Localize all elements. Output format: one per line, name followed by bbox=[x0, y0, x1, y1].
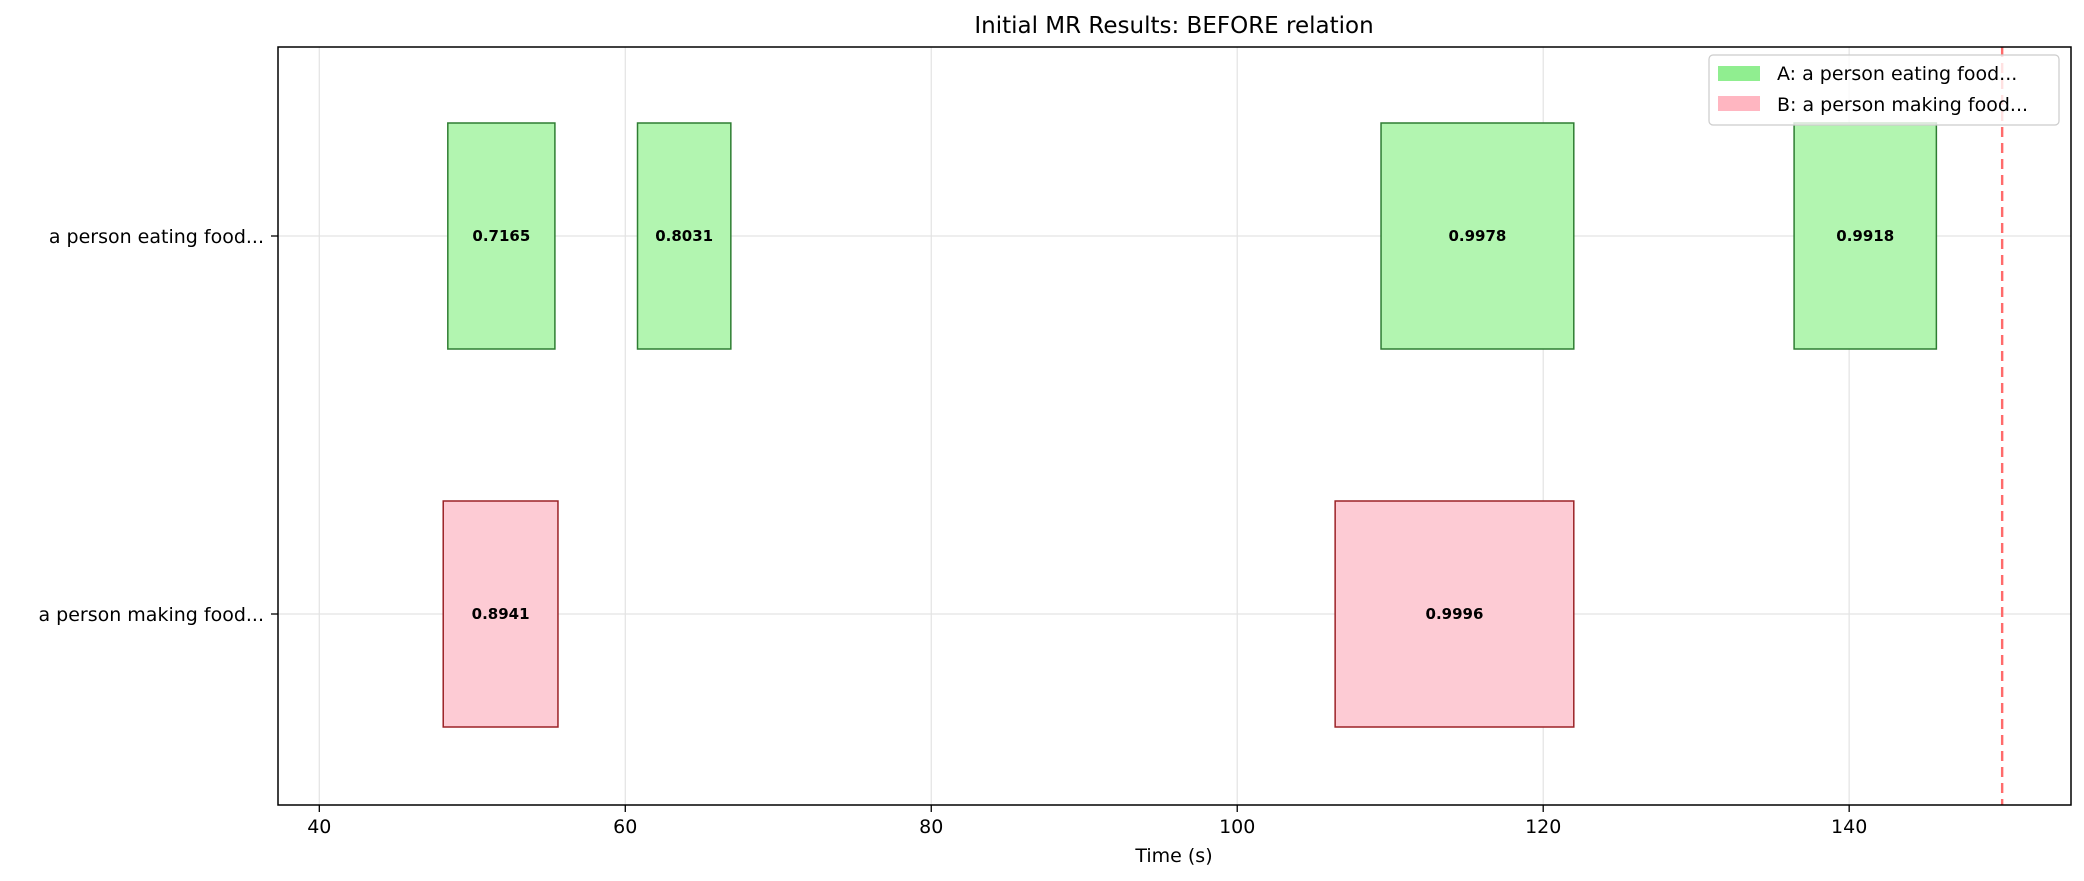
segment-bar bbox=[442, 500, 559, 728]
segment-bar bbox=[1380, 122, 1575, 350]
segment-bar bbox=[447, 122, 556, 350]
y-tick-label: a person making food... bbox=[38, 604, 264, 626]
legend-swatch-b bbox=[1718, 96, 1760, 111]
segment-bar bbox=[1334, 500, 1575, 728]
x-axis-label: Time (s) bbox=[1134, 845, 1212, 867]
plot-area-frame bbox=[277, 46, 2072, 806]
segment-score-label: 0.8941 bbox=[472, 605, 530, 623]
x-tick-label: 60 bbox=[613, 816, 637, 838]
segment-score-label: 0.9918 bbox=[1836, 227, 1894, 245]
segment-score-label: 0.9978 bbox=[1448, 227, 1506, 245]
x-tick-label: 100 bbox=[1219, 816, 1255, 838]
segment-bar bbox=[1793, 122, 1938, 350]
y-tick-label: a person eating food... bbox=[49, 226, 264, 248]
chart-title: Initial MR Results: BEFORE relation bbox=[974, 13, 1373, 39]
x-tick-label: 40 bbox=[307, 816, 331, 838]
tick-layer: 40 60 80 100 120 140 a person eating food... a … bbox=[38, 226, 1867, 838]
legend-label-a: A: a person eating food... bbox=[1777, 63, 2017, 85]
legend-box bbox=[1708, 54, 2060, 126]
legend: A: a person eating food... B: a person m… bbox=[1708, 54, 2060, 126]
x-tick-label: 120 bbox=[1525, 816, 1561, 838]
legend-swatch-a bbox=[1718, 66, 1760, 81]
x-tick-label: 140 bbox=[1831, 816, 1867, 838]
segment-score-label: 0.9996 bbox=[1426, 605, 1484, 623]
x-tick-label: 80 bbox=[919, 816, 943, 838]
legend-label-b: B: a person making food... bbox=[1777, 94, 2028, 116]
segment-score-label: 0.8031 bbox=[655, 227, 713, 245]
bar-layer: 0.7165 0.8031 0.9978 0.9918 0.8941 0.9996 bbox=[442, 122, 1938, 728]
segment-score-label: 0.7165 bbox=[472, 227, 530, 245]
segment-bar bbox=[636, 122, 732, 350]
